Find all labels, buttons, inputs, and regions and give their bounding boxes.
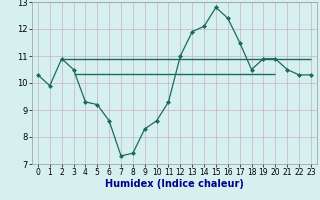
X-axis label: Humidex (Indice chaleur): Humidex (Indice chaleur)	[105, 179, 244, 189]
